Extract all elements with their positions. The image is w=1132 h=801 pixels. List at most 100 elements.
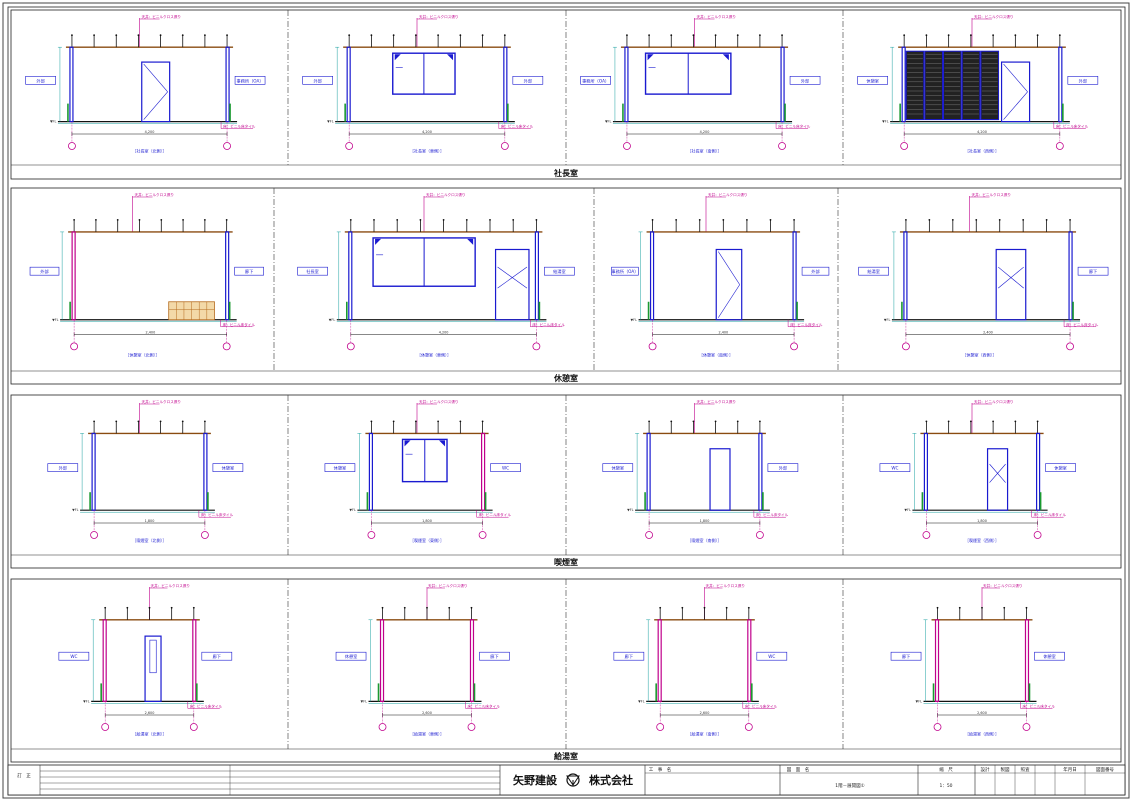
floor-note: 床：ビニル床タイル xyxy=(1056,124,1089,129)
joist-anchor xyxy=(722,219,725,221)
company-suffix: 株式会社 xyxy=(589,773,633,787)
room-tag xyxy=(544,266,575,276)
left-room-label: 休憩室 xyxy=(334,465,347,472)
room-tag xyxy=(756,651,788,661)
right-room-label: 外部 xyxy=(779,465,787,472)
scale-value: 1：50 xyxy=(939,783,952,789)
elevation-panel: 天井：ビニルクロス張り ▼FL 休憩室 外部床：ビニル床タイル 4,200 ［社長室（西側… xyxy=(842,10,1099,165)
joist-anchor xyxy=(459,34,462,37)
joist-anchor xyxy=(170,606,173,609)
left-room-label: 外部 xyxy=(36,77,44,84)
panel-caption: ［休憩室（南側）］ xyxy=(699,351,733,357)
joist-anchor xyxy=(951,219,954,221)
grid-marker xyxy=(645,531,653,539)
joist-anchor xyxy=(370,420,373,423)
joist-anchor xyxy=(116,219,119,221)
joist-anchor xyxy=(659,606,662,609)
dimension-value: 2,400 xyxy=(983,330,993,334)
door xyxy=(715,248,743,321)
joist-anchor xyxy=(373,219,375,221)
joist-anchor xyxy=(481,420,484,423)
section-title: 休憩室 xyxy=(553,373,578,383)
joist-anchor xyxy=(437,34,440,37)
right-wall xyxy=(192,619,197,702)
room-tag xyxy=(25,76,56,85)
dimension-value: 1,800 xyxy=(145,519,155,523)
section-title: 給湯室 xyxy=(554,751,578,761)
floor-note: 床：ビニル床タイル xyxy=(190,703,223,708)
grid-marker xyxy=(200,531,209,539)
grid-marker xyxy=(623,142,631,150)
left-wall xyxy=(903,231,908,321)
room-tag xyxy=(858,266,889,276)
grid-marker xyxy=(902,342,910,351)
door xyxy=(709,448,731,511)
window-corner xyxy=(394,54,401,61)
room-tag xyxy=(479,651,510,661)
left-wall xyxy=(379,619,385,702)
panel-caption: ［給湯室（南側）］ xyxy=(688,730,722,736)
right-room-label: 給湯室 xyxy=(553,268,566,275)
left-wall xyxy=(91,432,96,511)
joist-anchor xyxy=(936,606,939,609)
floor-note: 床：ビニル床タイル xyxy=(778,124,811,129)
section-frame xyxy=(10,187,1122,385)
joist-anchor xyxy=(392,34,395,37)
left-room-label: 外部 xyxy=(40,268,48,275)
fl-marker: ▼FL xyxy=(349,508,356,512)
elevation-panel: 天井：ビニルクロス張り ▼FL 休憩室 外部床：ビニル床タイル 1,800 ［喫煙室（南側… xyxy=(565,395,799,555)
grid-marker xyxy=(1066,342,1074,351)
room-tag xyxy=(879,463,911,472)
joist-anchor xyxy=(437,420,440,423)
right-room-label: 事務所（OA） xyxy=(237,77,264,84)
dimension-value: 4,200 xyxy=(145,130,155,134)
scale-label: 縮 尺 xyxy=(939,766,953,773)
ceiling-note: 天井：ビニルクロス張り xyxy=(697,399,737,404)
dimension-value: 2,600 xyxy=(977,711,987,715)
left-wall xyxy=(348,231,353,321)
elevation-panel: 天井：ビニルクロス張り ▼FL 休憩室 WC 床：ビニル床タイル 1,800 ［喫煙室（東側… xyxy=(287,395,521,555)
door-swing xyxy=(1003,63,1028,93)
grid-marker xyxy=(648,342,657,351)
joist-anchor xyxy=(370,34,373,37)
dimension-value: 4,200 xyxy=(422,130,432,134)
left-room-label: 廊下 xyxy=(902,653,910,660)
panel-caption: ［休憩室（西側）］ xyxy=(963,351,997,357)
ceiling-note: 天井：ビニルクロス張り xyxy=(706,583,746,588)
left-wall xyxy=(368,432,373,511)
joist-anchor xyxy=(93,34,95,37)
joist-anchor xyxy=(192,606,195,609)
dimension-value: 2,600 xyxy=(145,711,155,715)
joist-anchor xyxy=(419,219,422,221)
floor-note: 床：ビニル床タイル xyxy=(479,512,512,517)
door-swing xyxy=(143,91,168,120)
floor-note: 床：ビニル床タイル xyxy=(756,512,789,517)
room-tag xyxy=(1034,651,1065,661)
grid-marker xyxy=(467,723,476,731)
joist-anchor xyxy=(182,219,184,221)
room-tag xyxy=(512,76,544,85)
floor-note: 床：ビニル床タイル xyxy=(223,124,256,129)
dimension-value: 2,600 xyxy=(422,711,432,715)
louver-panel xyxy=(980,50,1000,121)
joist-anchor xyxy=(204,420,206,423)
joist-anchor xyxy=(736,420,739,423)
room-tag xyxy=(324,463,356,472)
joist-anchor xyxy=(414,34,417,37)
left-room-label: 休憩室 xyxy=(345,653,358,660)
fl-marker: ▼FL xyxy=(72,508,79,512)
joist-anchor xyxy=(969,420,972,423)
grid-marker xyxy=(790,342,798,351)
right-wall xyxy=(225,46,230,123)
floor-note: 床：ビニル床タイル xyxy=(1022,703,1055,708)
joist-anchor xyxy=(115,34,118,37)
fl-marker: ▼FL xyxy=(361,699,368,703)
panel-caption: ［給湯室（北側）］ xyxy=(133,730,167,736)
grid-marker xyxy=(656,723,665,731)
joist-anchor xyxy=(725,606,728,609)
joist-anchor xyxy=(226,34,228,37)
joist-anchor xyxy=(503,34,506,37)
right-wall xyxy=(469,619,475,702)
room-tag xyxy=(302,76,333,85)
